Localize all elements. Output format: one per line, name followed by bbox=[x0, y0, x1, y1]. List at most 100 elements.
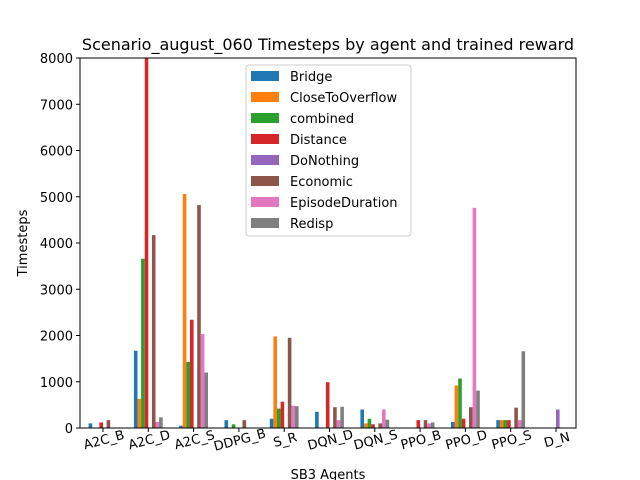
x-tick-label: DDPG_B bbox=[212, 426, 267, 454]
bar-combined-a2c_d bbox=[141, 258, 145, 428]
x-tick-label: PPO_B bbox=[399, 428, 443, 453]
legend-swatch-closetooverflow bbox=[251, 92, 279, 102]
bar-combined-dqn_s bbox=[367, 418, 372, 428]
bar-redisp-ppo_s bbox=[521, 351, 526, 428]
bar-bridge-a2c_s bbox=[179, 425, 183, 428]
bar-redisp-dqn_s bbox=[385, 419, 390, 428]
x-axis-title: SB3 Agents bbox=[291, 468, 366, 480]
bar-economic-ppo_b bbox=[423, 420, 428, 428]
legend-label-combined: combined bbox=[290, 112, 354, 127]
y-tick-label: 1000 bbox=[40, 376, 73, 391]
bar-bridge-dqn_d bbox=[315, 411, 319, 428]
bar-economic-a2c_b bbox=[106, 420, 111, 428]
bar-closetooverflow-ppo_s bbox=[499, 420, 504, 428]
y-axis: 0 1000 2000 3000 4000 5000 6000 7000 8000 bbox=[40, 52, 80, 437]
y-tick-label: 6000 bbox=[40, 145, 73, 160]
legend-swatch-donothing bbox=[251, 155, 279, 165]
y-tick-label: 0 bbox=[65, 422, 73, 437]
y-tick-label: 8000 bbox=[40, 52, 73, 67]
x-tick-label: A2C_S bbox=[173, 428, 216, 453]
bar-distance-ppo_d bbox=[461, 418, 466, 428]
bar-closetooverflow-ppo_d bbox=[454, 385, 459, 428]
bar-episodeduration-s_r bbox=[291, 405, 295, 428]
legend-label-donothing: DoNothing bbox=[290, 154, 359, 169]
bar-bridge-ppo_s bbox=[496, 420, 500, 428]
bar-economic-ppo_s bbox=[514, 407, 518, 428]
bar-distance-a2c_b bbox=[99, 422, 103, 428]
bar-economic-ddpg_b bbox=[242, 420, 247, 428]
bars-group bbox=[88, 58, 560, 429]
bar-bridge-ppo_d bbox=[451, 421, 455, 428]
x-tick-label: S_R bbox=[272, 430, 299, 451]
bar-redisp-dqn_d bbox=[340, 406, 344, 428]
legend-swatch-combined bbox=[251, 113, 279, 123]
legend-label-closetooverflow: CloseToOverflow bbox=[290, 91, 398, 106]
bar-economic-dqn_s bbox=[378, 423, 382, 429]
bar-distance-ppo_s bbox=[507, 420, 511, 428]
bar-bridge-s_r bbox=[269, 418, 274, 428]
bar-combined-ppo_s bbox=[503, 420, 508, 428]
bar-economic-dqn_d bbox=[333, 407, 337, 428]
legend: Bridge CloseToOverflow combined Distance DoN… bbox=[245, 64, 412, 237]
bar-closetooverflow-dqn_s bbox=[364, 423, 368, 429]
legend-swatch-redisp bbox=[251, 218, 279, 228]
bar-economic-ppo_d bbox=[469, 407, 473, 428]
x-tick-label: A2C_D bbox=[127, 428, 172, 454]
bar-episodeduration-dqn_d bbox=[336, 420, 341, 428]
y-tick-label: 2000 bbox=[40, 330, 73, 345]
x-tick-label: D_N bbox=[542, 430, 571, 451]
bar-combined-a2c_s bbox=[186, 361, 190, 428]
legend-label-economic: Economic bbox=[290, 175, 353, 190]
bar-combined-s_r bbox=[277, 408, 281, 428]
legend-swatch-bridge bbox=[251, 71, 279, 81]
bar-bridge-a2c_d bbox=[133, 350, 138, 428]
legend-swatch-episodeduration bbox=[251, 197, 279, 207]
bar-economic-s_r bbox=[287, 337, 292, 428]
bar-bridge-a2c_b bbox=[88, 423, 93, 429]
bar-distance-dqn_d bbox=[325, 382, 330, 428]
legend-label-episodeduration: EpisodeDuration bbox=[290, 196, 398, 211]
x-tick-label: PPO_D bbox=[444, 428, 489, 453]
bar-bridge-ddpg_b bbox=[224, 420, 229, 428]
bar-episodeduration-a2c_d bbox=[155, 421, 160, 428]
bar-closetooverflow-a2c_d bbox=[137, 398, 142, 428]
bar-combined-ppo_d bbox=[458, 378, 462, 428]
y-axis-title: Timesteps bbox=[16, 209, 31, 277]
bar-distance-s_r bbox=[280, 401, 285, 428]
bar-episodeduration-dqn_s bbox=[382, 409, 386, 428]
bar-episodeduration-ppo_b bbox=[427, 423, 431, 429]
bar-redisp-ppo_d bbox=[476, 390, 480, 428]
bar-distance-ppo_b bbox=[416, 420, 421, 428]
bar-redisp-ppo_b bbox=[430, 422, 435, 428]
legend-label-distance: Distance bbox=[290, 133, 347, 148]
bar-episodeduration-ppo_s bbox=[517, 420, 522, 428]
bar-distance-a2c_s bbox=[190, 319, 194, 428]
legend-label-redisp: Redisp bbox=[290, 217, 333, 232]
bar-episodeduration-ppo_d bbox=[472, 207, 477, 428]
chart-title: Scenario_august_060 Timesteps by agent a… bbox=[82, 35, 574, 55]
legend-box bbox=[245, 64, 412, 237]
bar-redisp-a2c_s bbox=[204, 372, 208, 428]
bar-redisp-s_r bbox=[295, 406, 299, 428]
y-tick-label: 3000 bbox=[40, 283, 73, 298]
x-tick-label: DQN_S bbox=[352, 428, 399, 454]
bar-episodeduration-a2c_s bbox=[200, 334, 205, 428]
bar-donothing-d_n bbox=[556, 409, 560, 428]
bar-redisp-a2c_d bbox=[159, 417, 163, 428]
bar-closetooverflow-a2c_s bbox=[182, 193, 187, 428]
legend-swatch-economic bbox=[251, 176, 279, 186]
bar-bridge-dqn_s bbox=[360, 409, 364, 428]
y-tick-label: 4000 bbox=[40, 237, 73, 252]
bar-distance-a2c_d bbox=[144, 58, 149, 428]
x-tick-label: PPO_S bbox=[490, 428, 533, 453]
legend-swatch-distance bbox=[251, 134, 279, 144]
bar-economic-a2c_s bbox=[197, 205, 201, 428]
y-tick-label: 5000 bbox=[40, 191, 73, 206]
y-tick-label: 7000 bbox=[40, 98, 73, 113]
bar-combined-ddpg_b bbox=[231, 424, 236, 428]
bar-closetooverflow-s_r bbox=[273, 336, 277, 428]
legend-label-bridge: Bridge bbox=[290, 70, 332, 85]
bar-distance-dqn_s bbox=[371, 424, 375, 428]
